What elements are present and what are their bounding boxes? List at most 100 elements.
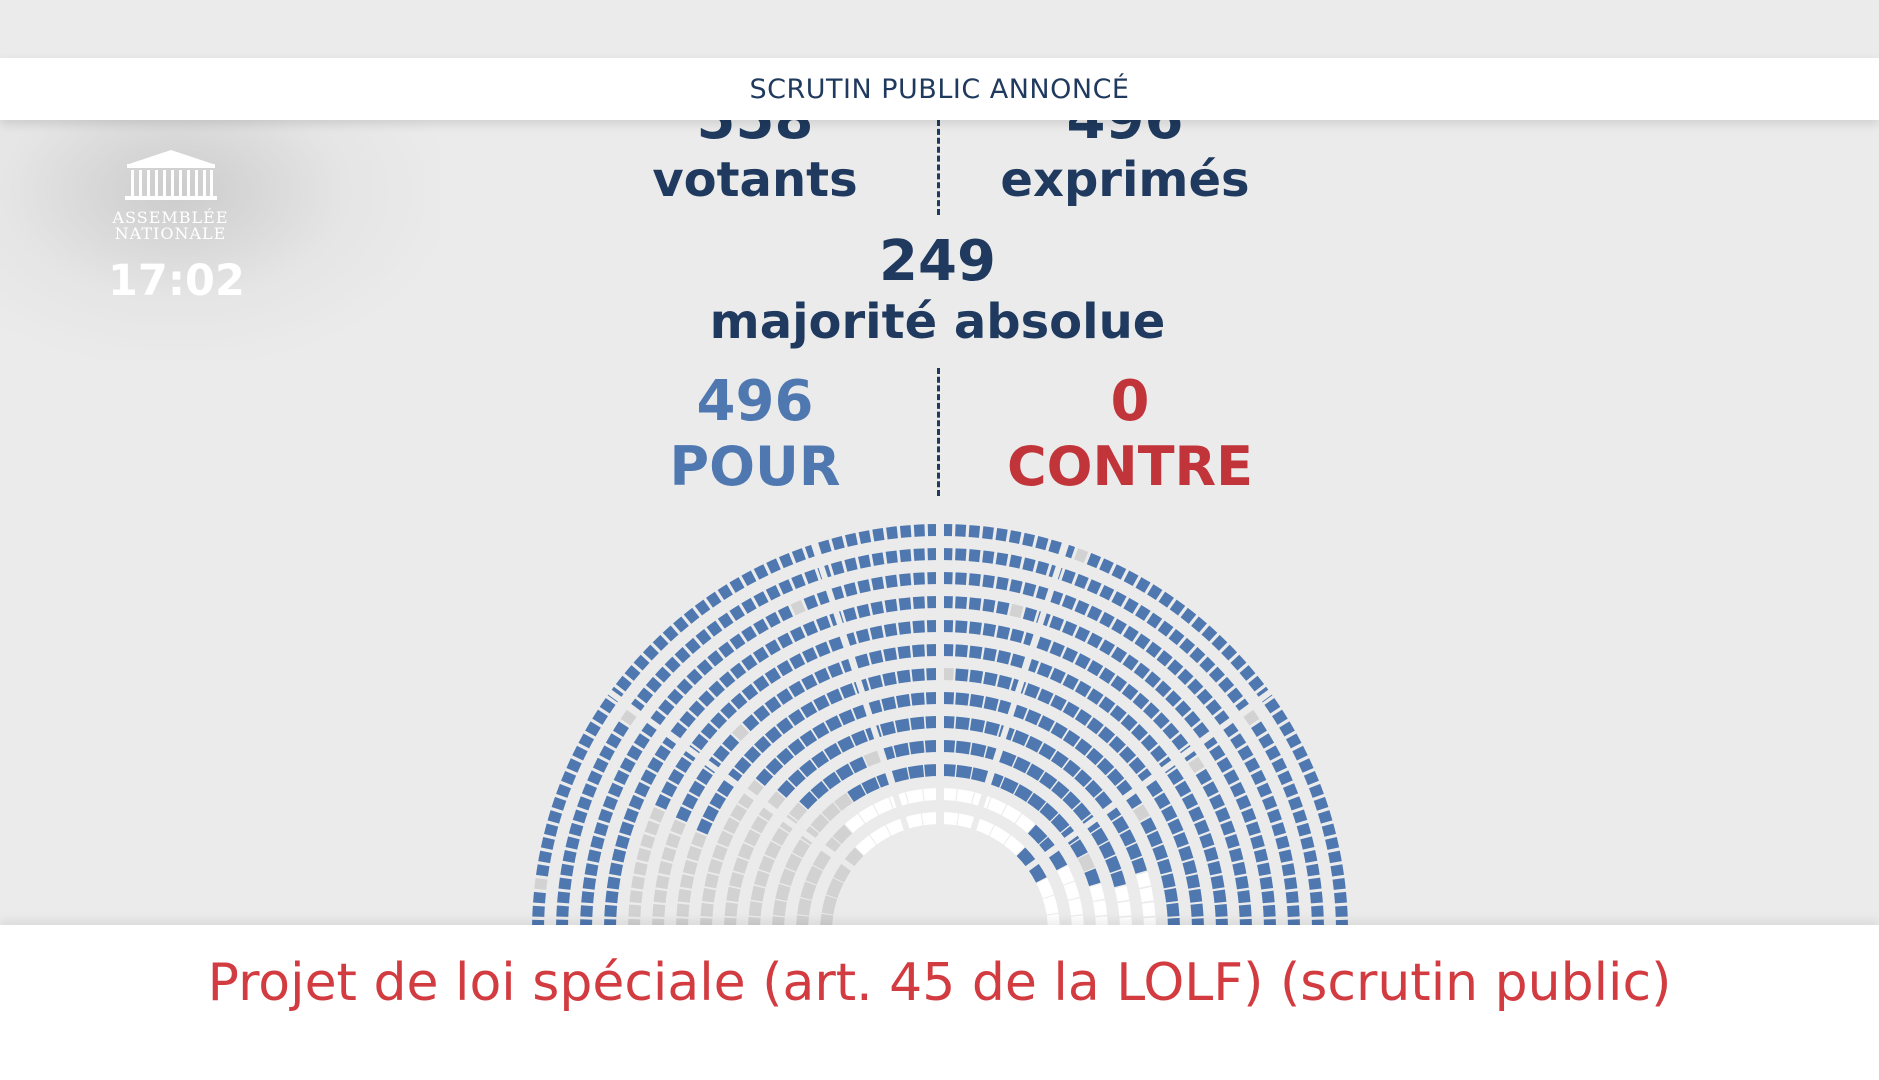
seat xyxy=(789,626,806,643)
seat xyxy=(1168,629,1185,646)
seat xyxy=(1195,768,1212,785)
seat xyxy=(1321,823,1337,837)
seat xyxy=(565,836,580,850)
seat xyxy=(871,552,885,566)
seat xyxy=(924,764,940,777)
seat xyxy=(1024,683,1041,699)
seat xyxy=(1250,834,1265,850)
seat xyxy=(1050,694,1067,711)
seat xyxy=(996,650,1012,665)
seat xyxy=(1074,680,1092,698)
seat xyxy=(556,783,572,798)
seat xyxy=(968,621,982,635)
seat xyxy=(729,633,746,650)
seat xyxy=(613,721,629,737)
seat xyxy=(682,859,698,875)
seat xyxy=(702,887,716,903)
seat xyxy=(681,793,699,810)
seat xyxy=(634,781,651,798)
seat xyxy=(1110,646,1128,663)
seat xyxy=(771,827,789,846)
seat xyxy=(1248,675,1265,692)
seat xyxy=(894,718,911,733)
seat xyxy=(590,835,605,850)
seat xyxy=(1171,733,1189,751)
hemicycle-aisle xyxy=(1019,682,1282,876)
seat xyxy=(811,750,830,769)
seat xyxy=(702,805,719,822)
seat xyxy=(907,764,925,779)
seat xyxy=(1309,891,1323,904)
seat xyxy=(982,550,995,564)
seat xyxy=(1214,904,1228,917)
seat xyxy=(1194,819,1210,836)
seat xyxy=(743,829,761,847)
seat xyxy=(580,905,593,917)
seat xyxy=(1229,781,1246,798)
seat xyxy=(1119,829,1137,847)
pour-block: 496 POUR xyxy=(640,374,870,494)
seat xyxy=(1285,733,1302,749)
seat xyxy=(812,850,832,871)
seat xyxy=(838,709,856,726)
seat xyxy=(955,716,970,730)
seat xyxy=(912,620,925,634)
seat xyxy=(1158,591,1174,608)
seat xyxy=(562,850,577,863)
seat xyxy=(885,574,898,589)
seat xyxy=(755,768,774,786)
seat xyxy=(587,849,602,863)
seat xyxy=(1135,577,1151,593)
seat xyxy=(799,729,818,748)
seat xyxy=(696,768,713,786)
seat xyxy=(970,742,987,758)
seat xyxy=(1207,860,1222,876)
seat xyxy=(624,665,641,681)
seat xyxy=(821,895,838,915)
seat xyxy=(1024,709,1042,726)
seat xyxy=(1123,570,1139,587)
seat xyxy=(1003,835,1025,856)
seat xyxy=(1306,863,1320,877)
seat xyxy=(534,878,548,890)
seat xyxy=(1027,824,1048,845)
clock: 17:02 xyxy=(108,256,245,306)
seat xyxy=(1232,861,1247,876)
seat xyxy=(1068,898,1083,916)
seat xyxy=(778,553,794,569)
seat xyxy=(1245,821,1261,836)
seat xyxy=(1062,729,1081,748)
seat xyxy=(1237,745,1254,761)
seat xyxy=(1201,733,1218,750)
seat xyxy=(717,612,734,629)
seat xyxy=(870,601,884,616)
seat xyxy=(792,839,810,858)
seat xyxy=(605,890,619,904)
seat xyxy=(1074,709,1092,726)
seat xyxy=(1098,696,1116,714)
seat xyxy=(1282,783,1299,798)
seat xyxy=(899,549,912,563)
seat xyxy=(924,740,940,753)
seat xyxy=(662,733,679,750)
seat xyxy=(1214,710,1231,727)
seat xyxy=(1279,721,1295,737)
seat xyxy=(1014,784,1033,802)
seat xyxy=(1265,745,1281,761)
seat xyxy=(833,792,853,812)
seat xyxy=(999,750,1017,767)
seat xyxy=(724,902,738,917)
seat xyxy=(709,792,727,810)
seat xyxy=(788,680,806,698)
seat xyxy=(791,548,806,564)
seat xyxy=(572,745,588,761)
seat xyxy=(684,637,701,654)
seat xyxy=(790,599,806,616)
seat xyxy=(1161,873,1176,889)
contre-label: CONTRE xyxy=(1006,435,1254,498)
seat xyxy=(675,806,692,823)
seat xyxy=(1334,891,1347,904)
seat xyxy=(823,742,842,760)
seat xyxy=(1022,607,1038,622)
seat xyxy=(619,821,635,836)
